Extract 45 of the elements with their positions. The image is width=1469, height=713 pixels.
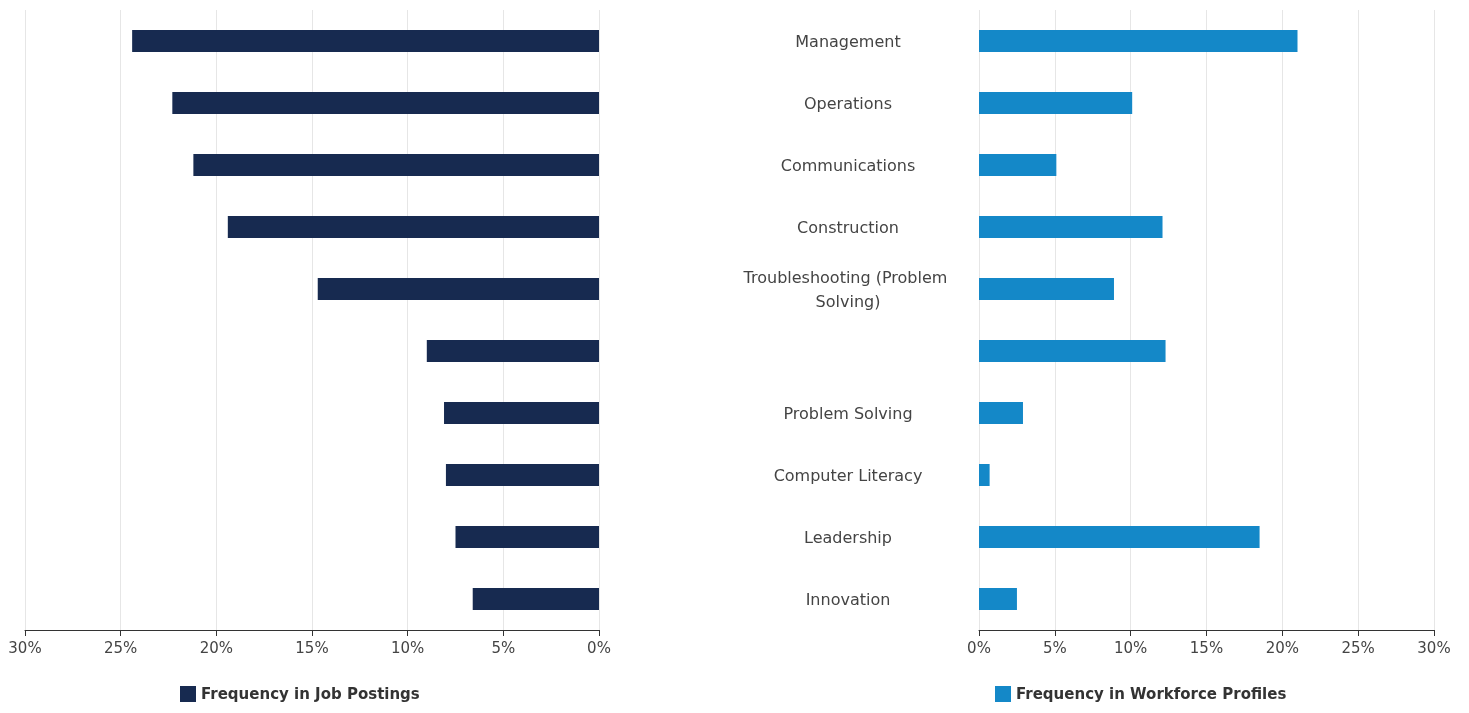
x-tick-label: 5% [1042, 638, 1067, 657]
bar [444, 402, 599, 424]
bar [455, 526, 599, 548]
x-tick-label: 15% [1189, 638, 1224, 657]
x-tick-label: 0% [587, 638, 611, 657]
y-tick-label: Innovation [805, 589, 891, 609]
bar [979, 216, 1163, 238]
bar [979, 402, 1023, 424]
legend-label: Frequency in Workforce Profiles [1016, 685, 1287, 703]
bar [317, 278, 599, 300]
x-tick-label: 0% [967, 638, 991, 657]
x-tick-label: 10% [390, 638, 425, 657]
bar [979, 30, 1298, 52]
y-tick-label: Problem Solving [783, 403, 913, 423]
bar [979, 588, 1017, 610]
y-tick-label: Leadership [804, 527, 892, 547]
x-tick-label: 25% [1341, 638, 1375, 657]
x-tick-label: 5% [491, 638, 516, 657]
bar [979, 340, 1166, 362]
bar [426, 340, 599, 362]
x-tick-label: 20% [1265, 638, 1300, 657]
x-tick-label: 30% [1417, 638, 1451, 657]
bar [472, 588, 599, 610]
x-tick-label: 10% [1113, 638, 1148, 657]
bar [979, 92, 1133, 114]
y-tick-label: Operations [804, 93, 892, 113]
bar [979, 154, 1057, 176]
x-tick-label: 30% [8, 638, 42, 657]
x-tick-label: 15% [295, 638, 329, 657]
bar [979, 464, 990, 486]
legend-label: Frequency in Job Postings [201, 685, 420, 703]
x-tick-label: 20% [199, 638, 234, 657]
y-tick-label: Construction [797, 217, 899, 237]
y-tick-label: Management [795, 31, 901, 51]
y-tick-label: Communications [780, 155, 916, 175]
y-tick-label: Troubleshooting (Problem Solving) [742, 267, 953, 311]
bar [172, 92, 599, 114]
bar [445, 464, 599, 486]
bar [132, 30, 599, 52]
y-tick-label: Computer Literacy [773, 465, 923, 485]
bar [979, 278, 1114, 300]
x-tick-label: 25% [103, 638, 138, 657]
bar [227, 216, 599, 238]
bar [193, 154, 599, 176]
bar [979, 526, 1260, 548]
